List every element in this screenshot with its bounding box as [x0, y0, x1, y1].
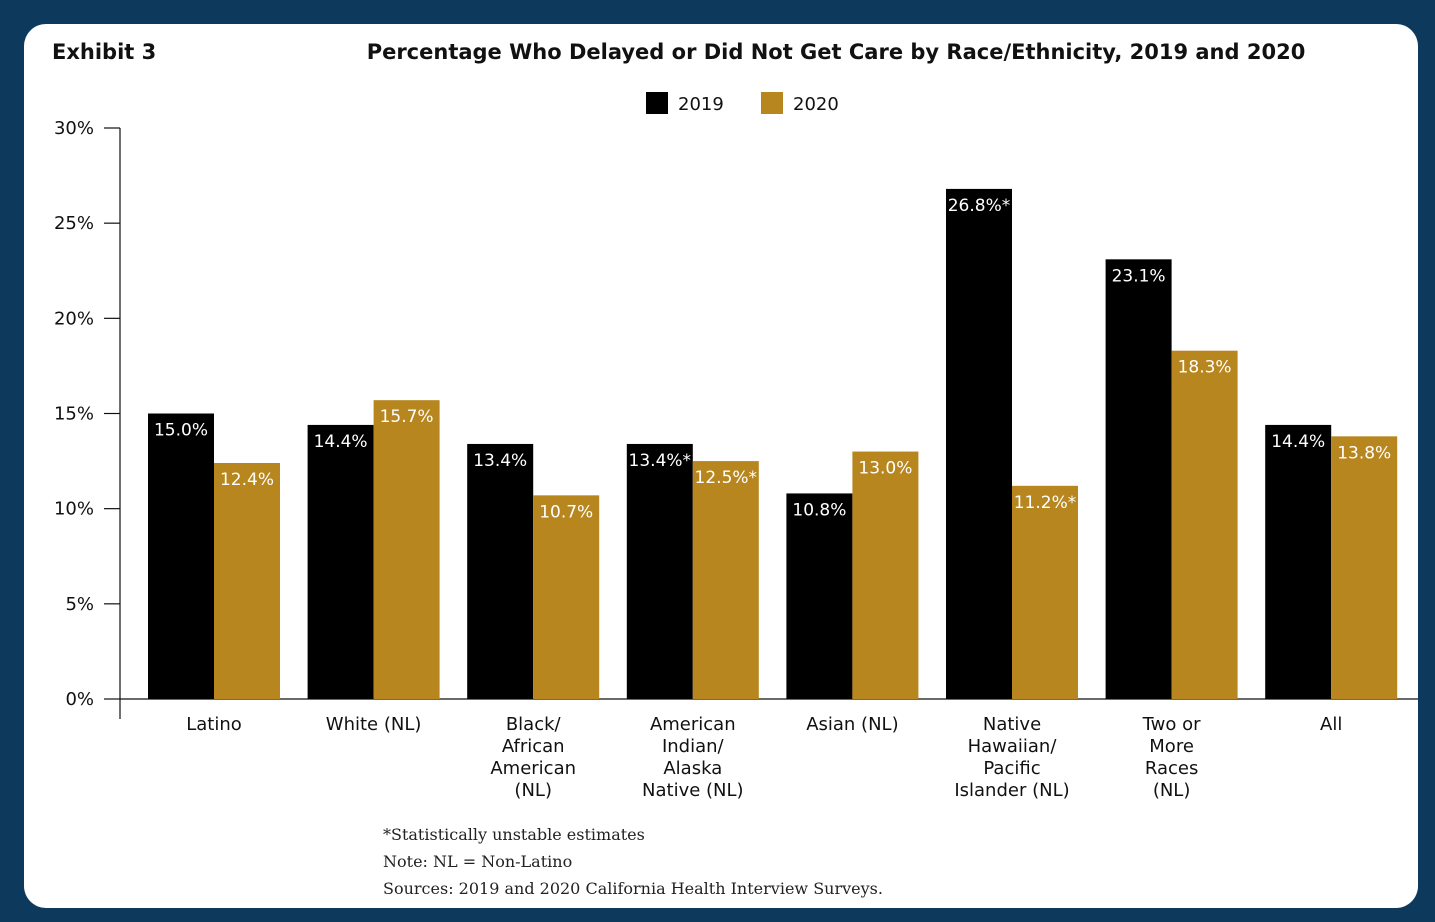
y-tick-label: 15% [54, 404, 94, 425]
legend-label-2020: 2020 [793, 94, 839, 115]
category-label: All [1320, 714, 1342, 735]
y-axis: 0% 5% 10% 15% 20% 25% 30% [54, 118, 121, 719]
category-label: White (NL) [326, 714, 422, 735]
y-tick-label: 10% [54, 499, 94, 520]
bar-2020-2 [533, 495, 600, 699]
y-tick-label: 20% [54, 308, 94, 329]
legend-swatch-2020 [761, 92, 783, 114]
category-label: More [1149, 736, 1194, 757]
category-label: American [490, 758, 576, 779]
bar-2020-4 [852, 451, 919, 699]
y-tick-label: 30% [54, 118, 94, 139]
data-label-2020-0: 12.4% [220, 470, 274, 490]
note-unstable: *Statistically unstable estimates [383, 825, 645, 844]
data-label-2019-5: 26.8%* [948, 196, 1011, 216]
data-label-2019-3: 13.4%* [629, 451, 692, 471]
bar-2019-2 [467, 443, 534, 699]
category-label: Races [1145, 758, 1199, 779]
data-label-2020-2: 10.7% [539, 502, 593, 522]
category-label: Hawaiian/ [968, 736, 1058, 757]
data-label-2020-7: 13.8% [1337, 443, 1391, 463]
legend-label-2019: 2019 [678, 94, 724, 115]
bar-2019-0 [148, 413, 214, 699]
data-label-2020-6: 18.3% [1178, 358, 1232, 378]
data-label-2019-4: 10.8% [792, 500, 846, 520]
bar-2019-3 [626, 443, 693, 699]
category-label: Asian (NL) [806, 714, 898, 735]
bar-2019-4 [786, 493, 853, 699]
note-sources: Sources: 2019 and 2020 California Health… [383, 879, 883, 898]
bar-2020-7 [1331, 436, 1398, 699]
y-tick-label: 0% [65, 689, 94, 710]
category-labels: Latino White (NL) Black/AfricanAmerican(NL… [186, 714, 1342, 801]
legend: 2019 2020 [646, 92, 839, 115]
y-tick-label: 25% [54, 213, 94, 234]
category-label: Native (NL) [642, 780, 744, 801]
category-label: (NL) [1153, 780, 1191, 801]
bar-2020-3 [692, 461, 759, 699]
chart-title: Percentage Who Delayed or Did Not Get Ca… [367, 40, 1306, 64]
category-label: American [650, 714, 736, 735]
category-label: Alaska [663, 758, 722, 779]
category-label: Two or [1142, 714, 1201, 735]
bar-2019-7 [1265, 424, 1332, 699]
data-label-2019-1: 14.4% [314, 432, 368, 452]
category-label: Islander (NL) [954, 780, 1069, 801]
category-label: Pacific [983, 758, 1040, 779]
category-label: Latino [186, 714, 242, 735]
bar-2020-1 [373, 400, 440, 699]
y-tick-label: 5% [65, 594, 94, 615]
data-label-2019-0: 15.0% [154, 421, 208, 441]
category-label: Black/ [506, 714, 562, 735]
category-label: African [502, 736, 565, 757]
bar-2020-5 [1012, 485, 1078, 699]
data-label-2019-6: 23.1% [1112, 266, 1166, 286]
data-label-2019-7: 14.4% [1271, 432, 1325, 452]
bar-chart: Exhibit 3 Percentage Who Delayed or Did … [52, 40, 1418, 898]
bar-2019-6 [1105, 259, 1172, 699]
note-nl: Note: NL = Non-Latino [383, 852, 572, 871]
bars: 15.0% 12.4% 14.4% 15.7% 13.4% 10.7% 13.4%*12.5… [148, 188, 1398, 699]
category-label: Native [983, 714, 1041, 735]
data-label-2020-4: 13.0% [858, 459, 912, 479]
bar-2020-0 [214, 462, 280, 699]
legend-swatch-2019 [646, 92, 668, 114]
data-label-2020-1: 15.7% [380, 407, 434, 427]
bar-2019-1 [307, 424, 374, 699]
bar-2020-6 [1171, 350, 1238, 699]
category-label: Indian/ [662, 736, 725, 757]
exhibit-label: Exhibit 3 [52, 40, 156, 64]
bar-2019-5 [946, 188, 1012, 699]
data-label-2019-2: 13.4% [473, 451, 527, 471]
chart-card: Exhibit 3 Percentage Who Delayed or Did … [24, 24, 1418, 908]
data-label-2020-3: 12.5%* [695, 468, 758, 488]
category-label: (NL) [514, 780, 552, 801]
data-label-2020-5: 11.2%* [1014, 493, 1077, 513]
